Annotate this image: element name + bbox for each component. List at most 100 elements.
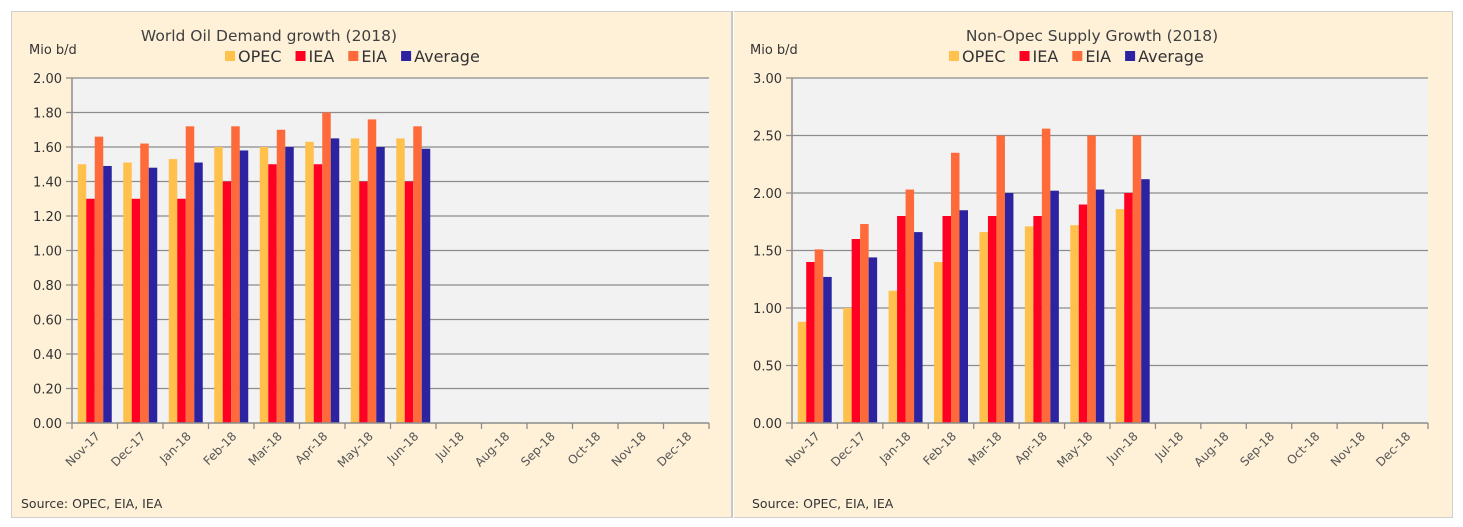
bar-average-apr-18 [1050, 190, 1059, 423]
bar-opec-dec-17 [843, 308, 852, 423]
bar-opec-nov-17 [77, 164, 87, 423]
bar-eia-mar-18 [996, 135, 1005, 423]
bar-average-jan-18 [194, 162, 203, 423]
x-tick-label: Jan-18 [156, 429, 194, 467]
plot-area: 0.00 0.50 1.00 1.50 2.00 2.50 3.00 Nov-17 Dec-17… [753, 72, 1429, 470]
bar-opec-jan-18 [888, 290, 898, 423]
bar-iea-jun-18 [1124, 193, 1133, 423]
bar-opec-feb-18 [934, 262, 943, 423]
bar-eia-jan-18 [905, 189, 915, 423]
x-tick-label: Nov-18 [609, 429, 649, 469]
bar-average-nov-17 [823, 276, 832, 423]
bar-eia-nov-17 [814, 249, 824, 423]
legend-swatch-average [1125, 51, 1136, 61]
bar-average-feb-18 [239, 150, 249, 423]
legend-swatch-average [401, 51, 412, 61]
x-tick-label: Dec-17 [108, 429, 148, 469]
bar-iea-apr-18 [1033, 216, 1042, 423]
bar-iea-jan-18 [177, 198, 186, 423]
bar-average-jan-18 [914, 232, 923, 423]
x-tick-label: Jan-18 [876, 429, 914, 467]
y-tick-label: 1.60 [33, 141, 62, 156]
bar-iea-nov-17 [86, 198, 95, 423]
bar-average-apr-18 [330, 138, 340, 423]
x-tick-label: May-18 [1054, 429, 1095, 470]
x-tick-label: Dec-18 [654, 429, 694, 469]
x-tick-label: Oct-18 [565, 429, 603, 467]
legend-swatch-opec [949, 51, 959, 61]
y-tick-label: 3.00 [753, 72, 782, 87]
legend-swatch-iea [295, 51, 306, 61]
x-tick-label: Dec-18 [1373, 429, 1413, 469]
bar-average-dec-17 [148, 167, 158, 423]
bar-eia-jun-18 [1132, 135, 1142, 423]
bar-average-feb-18 [959, 210, 968, 423]
x-tick-label: May-18 [335, 429, 376, 470]
bar-opec-jan-18 [168, 159, 178, 423]
x-tick-label: Sep-18 [1237, 429, 1277, 469]
bar-iea-jun-18 [404, 181, 414, 423]
y-tick-label: 0.40 [33, 348, 62, 363]
bar-eia-jun-18 [413, 126, 422, 424]
legend-label-eia: EIA [361, 47, 387, 66]
chart-panel-world-oil-demand: World Oil Demand growth (2018) Mio b/d O… [11, 11, 733, 518]
y-tick-label: 1.50 [753, 245, 782, 260]
x-tick-label: Aug-18 [472, 429, 512, 469]
chart-title: Non-Opec Supply Growth (2018) [966, 27, 1218, 45]
legend-label-average: Average [414, 47, 480, 66]
legend-swatch-iea [1019, 51, 1030, 61]
bar-iea-may-18 [1078, 204, 1088, 423]
bar-iea-dec-17 [131, 198, 141, 423]
legend-swatch-opec [225, 51, 235, 61]
bar-eia-dec-17 [860, 224, 869, 423]
bar-eia-feb-18 [951, 152, 960, 423]
legend-swatch-eia [348, 51, 359, 61]
y-tick-label: 0.80 [33, 279, 62, 294]
source-note: Source: OPEC, EIA, IEA [752, 496, 894, 511]
bar-average-mar-18 [285, 147, 294, 423]
bar-eia-nov-17 [94, 136, 104, 423]
legend-label-eia: EIA [1085, 47, 1111, 66]
world-oil-demand-chart: World Oil Demand growth (2018) Mio b/d O… [21, 27, 710, 511]
y-tick-label: 0.20 [33, 383, 62, 398]
bar-opec-apr-18 [1024, 226, 1034, 423]
panel-divider [731, 11, 733, 518]
bar-opec-may-18 [1070, 225, 1079, 423]
y-tick-label: 1.40 [33, 176, 62, 191]
bar-opec-may-18 [350, 138, 360, 423]
chart-panel-non-opec-supply: Non-Opec Supply Growth (2018) Mio b/d OP… [734, 11, 1453, 518]
y-axis-label: Mio b/d [29, 43, 77, 58]
bar-opec-feb-18 [214, 147, 223, 423]
x-tick-label: Oct-18 [1284, 429, 1322, 467]
legend-label-opec: OPEC [962, 47, 1006, 66]
non-opec-supply-chart: Non-Opec Supply Growth (2018) Mio b/d OP… [750, 27, 1429, 511]
legend: OPEC IEA EIA Average [225, 47, 480, 66]
bar-iea-may-18 [359, 181, 368, 423]
x-tick-label: Jul-18 [432, 429, 467, 464]
source-note: Source: OPEC, EIA, IEA [21, 496, 163, 511]
y-axis-label: Mio b/d [750, 43, 798, 58]
y-tick-label: 1.00 [33, 245, 62, 260]
bar-iea-dec-17 [851, 239, 861, 423]
y-tick-label: 1.80 [33, 107, 62, 122]
bar-opec-dec-17 [123, 162, 132, 423]
legend-label-iea: IEA [309, 47, 335, 66]
y-tick-label: 0.00 [753, 417, 782, 432]
chart-title: World Oil Demand growth (2018) [141, 27, 397, 45]
legend-label-iea: IEA [1033, 47, 1059, 66]
bar-average-may-18 [376, 147, 385, 423]
x-tick-label: Apr-18 [1012, 429, 1050, 467]
bar-eia-mar-18 [276, 129, 286, 423]
y-tick-label: 2.50 [753, 130, 782, 145]
bar-average-mar-18 [1004, 193, 1014, 423]
y-tick-label: 1.20 [33, 210, 62, 225]
x-tick-label: Feb-18 [201, 429, 240, 468]
bar-eia-may-18 [367, 119, 377, 424]
bar-eia-feb-18 [231, 126, 240, 424]
bar-opec-apr-18 [305, 141, 314, 423]
bar-opec-mar-18 [979, 232, 988, 423]
bar-iea-jan-18 [897, 216, 906, 423]
y-tick-label: 2.00 [33, 72, 62, 87]
bar-opec-jun-18 [1115, 209, 1125, 423]
x-tick-label: Aug-18 [1191, 429, 1231, 469]
